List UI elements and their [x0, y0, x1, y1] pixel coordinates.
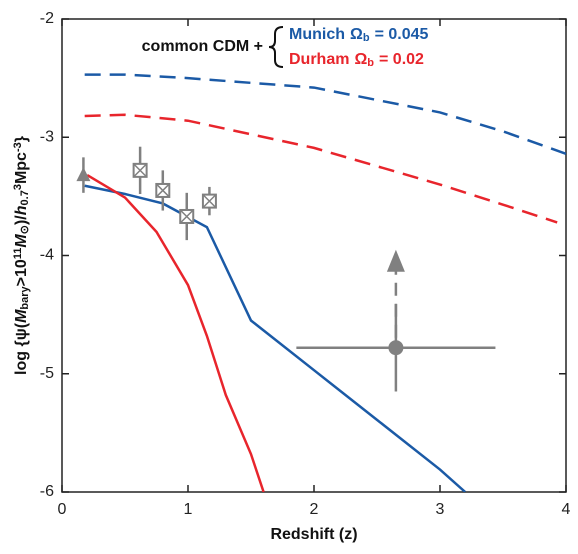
y-axis-label-part: -3	[12, 142, 24, 152]
y-axis-label-part: Mpc	[13, 152, 30, 184]
lower-limit-arrowhead	[386, 249, 405, 272]
y-axis-label-part: log {ψ(	[13, 322, 30, 375]
x-tick-label: 0	[58, 501, 67, 518]
y-axis-label-part: )/	[13, 215, 30, 225]
legend-param: Ω	[350, 26, 363, 43]
legend-name: Munich	[289, 26, 345, 43]
legend-name: Durham	[289, 51, 349, 68]
y-axis-label-part: bary	[19, 285, 31, 309]
legend-param-value: = 0.02	[379, 51, 424, 68]
x-tick-label: 1	[184, 501, 193, 518]
y-axis-label-part: 11	[12, 248, 24, 260]
square-marker-cross	[133, 163, 148, 178]
square-marker-cross	[155, 183, 170, 198]
y-tick-label: -4	[40, 247, 54, 264]
y-tick-label: -2	[40, 10, 54, 27]
square-marker-cross	[202, 194, 217, 209]
legend-param: Ω	[354, 51, 367, 68]
circle-marker	[388, 340, 404, 356]
y-axis-label-part: }	[13, 136, 30, 142]
plot-frame	[61, 18, 567, 493]
x-axis-label: Redshift (z)	[270, 526, 357, 543]
x-tick-label: 4	[562, 501, 571, 518]
line	[84, 184, 467, 492]
y-axis-label-part: 3	[12, 184, 24, 190]
dashed-line	[84, 113, 558, 224]
legend-param-value: = 0.045	[375, 26, 429, 43]
y-tick-label: -5	[40, 365, 54, 382]
y-axis-label-part: ⊙	[19, 225, 31, 234]
y-axis-label-part: 0.7	[19, 190, 31, 205]
y-axis-label-part: M	[13, 309, 30, 323]
legend-param-sub: b	[363, 32, 370, 44]
legend-prefix: common CDM +	[142, 38, 263, 55]
triangle-marker	[76, 167, 91, 182]
y-axis-label: log {ψ(Mbary>1011M⊙)/h0.73Mpc-3}	[12, 136, 31, 375]
square-marker-cross	[179, 209, 194, 224]
plot-lines	[84, 73, 566, 492]
line	[86, 174, 265, 492]
legend-entry: Durham Ωb = 0.02	[289, 51, 424, 68]
x-tick-label: 2	[310, 501, 319, 518]
y-axis-label-part: M	[13, 234, 30, 248]
y-tick-label: -6	[40, 483, 54, 500]
legend-param-sub: b	[367, 57, 374, 69]
y-axis-label-part: h	[13, 205, 30, 215]
legend-brace	[268, 26, 284, 68]
y-tick-label: -3	[40, 128, 54, 145]
dashed-line	[84, 73, 566, 155]
x-tick-label: 3	[436, 501, 445, 518]
y-axis-label-part: >10	[13, 259, 30, 286]
legend-entry: Munich Ωb = 0.045	[289, 26, 428, 43]
